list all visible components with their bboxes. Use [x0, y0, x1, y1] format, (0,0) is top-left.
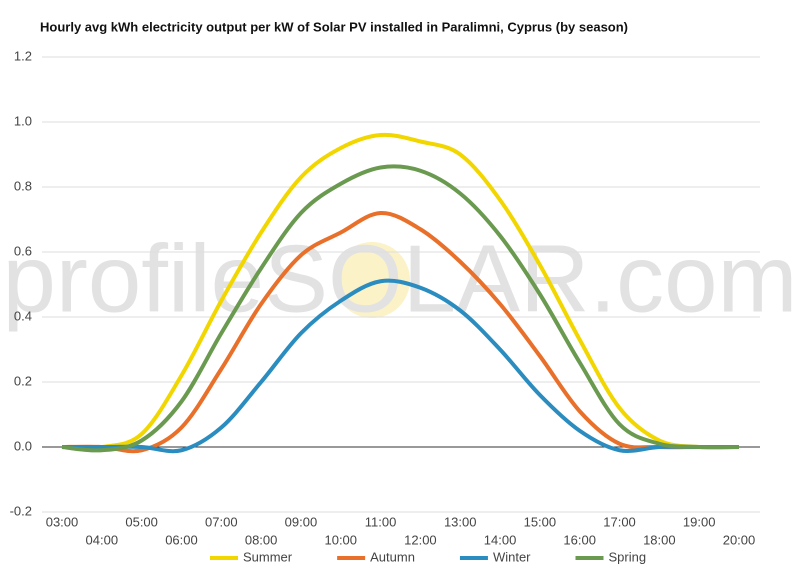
- legend-label: Spring: [609, 549, 647, 564]
- x-tick-label: 06:00: [165, 532, 198, 547]
- x-tick-label: 19:00: [683, 514, 716, 529]
- y-tick-label: 0.4: [14, 308, 32, 323]
- x-tick-label: 03:00: [46, 514, 79, 529]
- y-tick-label: 1.2: [14, 48, 32, 63]
- legend-label: Summer: [243, 549, 293, 564]
- x-tick-label: 08:00: [245, 532, 278, 547]
- y-tick-label: 0.6: [14, 243, 32, 258]
- x-tick-label: 05:00: [125, 514, 158, 529]
- x-tick-label: 09:00: [285, 514, 318, 529]
- series-line: [61, 164, 740, 453]
- x-tick-label: 04:00: [86, 532, 119, 547]
- y-tick-label: 0.0: [14, 438, 32, 453]
- x-tick-label: 16:00: [563, 532, 596, 547]
- chart-title: Hourly avg kWh electricity output per kW…: [40, 19, 628, 34]
- x-tick-label: 12:00: [404, 532, 437, 547]
- series-line: [62, 278, 739, 454]
- x-tick-label: 15:00: [524, 514, 557, 529]
- series-line: [61, 132, 740, 450]
- watermark-sun: [334, 242, 410, 318]
- legend-label: Autumn: [370, 549, 415, 564]
- watermark: profileSOLAR.com: [3, 225, 798, 332]
- x-tick-label: 13:00: [444, 514, 477, 529]
- y-tick-label: 0.2: [14, 373, 32, 388]
- x-tick-label: 11:00: [365, 514, 397, 529]
- x-tick-label: 14:00: [484, 532, 517, 547]
- x-tick-label: 20:00: [723, 532, 756, 547]
- y-tick-label: 1.0: [14, 113, 32, 128]
- x-tick-label: 17:00: [603, 514, 636, 529]
- legend-label: Winter: [493, 549, 531, 564]
- y-tick-label: 0.8: [14, 178, 32, 193]
- series-line: [61, 211, 739, 454]
- x-tick-label: 10:00: [324, 532, 357, 547]
- y-tick-label: -0.2: [10, 503, 32, 518]
- x-tick-label: 07:00: [205, 514, 238, 529]
- x-tick-label: 18:00: [643, 532, 676, 547]
